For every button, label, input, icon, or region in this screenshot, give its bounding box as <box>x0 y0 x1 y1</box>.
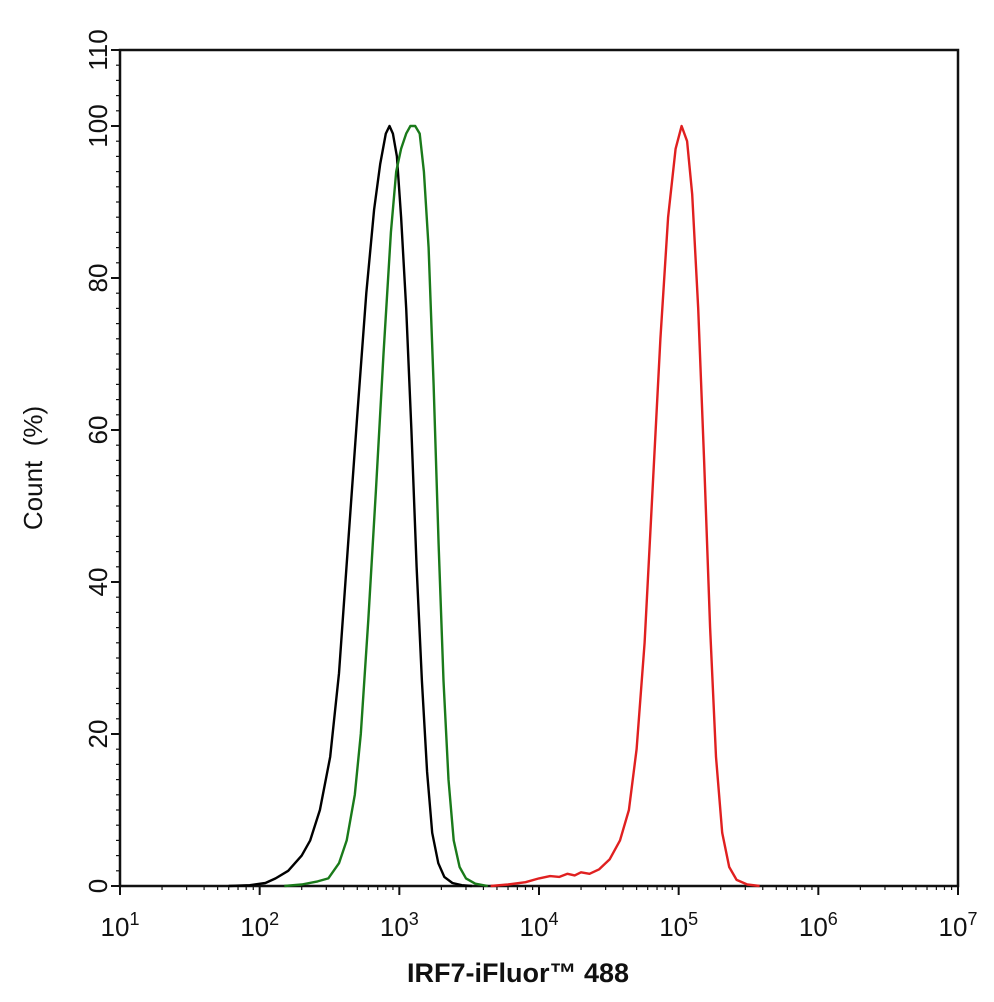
series-line-1 <box>228 124 472 888</box>
x-tick-label: 106 <box>799 909 838 942</box>
series-line-2 <box>284 124 489 888</box>
series-line-3 <box>490 124 760 888</box>
y-tick-label: 80 <box>83 264 113 293</box>
x-tick-label: 105 <box>659 909 698 942</box>
x-tick-label: 104 <box>520 909 559 942</box>
plot-frame <box>118 48 960 888</box>
y-tick-label: 110 <box>83 29 113 70</box>
y-tick-label: 40 <box>83 568 113 597</box>
y-axis: 0 20 40 60 80 100 110 <box>83 29 120 893</box>
x-tick-label: 101 <box>101 909 140 942</box>
x-tick-label: 103 <box>380 909 419 942</box>
y-tick-label: 60 <box>83 416 113 445</box>
y-tick-label: 100 <box>83 104 113 147</box>
x-axis: 101 102 103 104 105 106 107 <box>101 886 978 942</box>
x-axis-label: IRF7-iFluor™ 488 <box>407 958 629 988</box>
x-tick-label: 107 <box>939 909 978 942</box>
y-axis-label: Count (%) <box>18 406 48 530</box>
y-tick-label: 20 <box>83 720 113 749</box>
series-layer <box>228 124 760 888</box>
x-tick-label: 102 <box>240 909 279 942</box>
y-tick-label: 0 <box>83 879 113 893</box>
